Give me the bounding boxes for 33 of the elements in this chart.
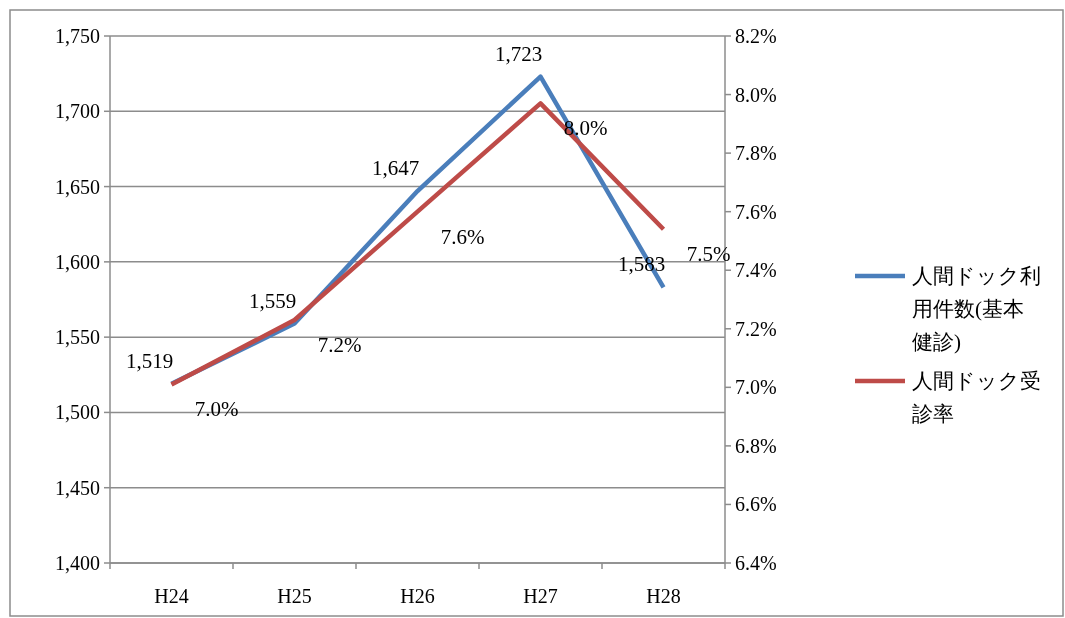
y2-tick-label: 7.0% xyxy=(735,376,777,399)
x-tick-label: H26 xyxy=(400,585,435,607)
y-tick-label: 1,400 xyxy=(55,552,100,574)
data-label: 7.6% xyxy=(440,224,485,249)
y2-tick-label: 8.2% xyxy=(735,25,777,47)
data-label: 7.0% xyxy=(194,397,239,422)
legend-label: 人間ドック利用件数(基本健診) xyxy=(912,264,1041,355)
y2-tick-label: 8.0% xyxy=(735,83,777,106)
data-label: 7.2% xyxy=(317,332,362,357)
data-label: 1,559 xyxy=(248,288,297,313)
x-tick-label: H27 xyxy=(523,585,558,607)
data-label: 1,647 xyxy=(371,156,420,181)
legend-label: 人間ドック受診率 xyxy=(912,369,1041,427)
y2-tick-label: 7.6% xyxy=(735,200,777,223)
data-label: 1,723 xyxy=(494,41,543,66)
y-tick-label: 1,450 xyxy=(55,476,100,499)
y2-tick-label: 6.8% xyxy=(735,434,777,457)
y-tick-label: 1,750 xyxy=(55,25,100,47)
y-tick-label: 1,550 xyxy=(55,326,100,349)
y-tick-label: 1,500 xyxy=(55,401,100,424)
y-tick-label: 1,600 xyxy=(55,250,100,273)
x-tick-label: H28 xyxy=(646,585,681,607)
y2-tick-label: 7.2% xyxy=(735,317,777,340)
x-tick-label: H25 xyxy=(277,585,312,607)
y-tick-label: 1,700 xyxy=(55,100,100,123)
y2-tick-label: 7.4% xyxy=(735,259,777,282)
y2-tick-label: 7.8% xyxy=(735,142,777,165)
data-label: 1,519 xyxy=(125,348,174,373)
y2-tick-label: 6.6% xyxy=(735,493,777,516)
y2-tick-label: 6.4% xyxy=(735,552,777,574)
y-tick-label: 1,650 xyxy=(55,175,100,198)
data-label: 7.5% xyxy=(686,242,731,267)
x-tick-label: H24 xyxy=(154,585,189,607)
